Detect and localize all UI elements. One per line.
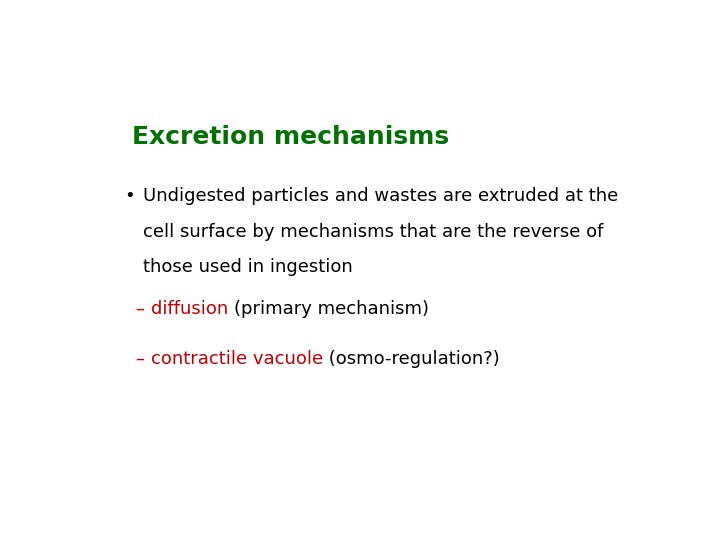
- Text: Excretion mechanisms: Excretion mechanisms: [132, 125, 449, 149]
- Text: –: –: [136, 300, 150, 318]
- Text: those used in ingestion: those used in ingestion: [143, 258, 353, 276]
- Text: –: –: [136, 349, 150, 368]
- Text: contractile vacuole: contractile vacuole: [150, 349, 323, 368]
- Text: Undigested particles and wastes are extruded at the: Undigested particles and wastes are extr…: [143, 187, 618, 205]
- Text: •: •: [125, 187, 135, 205]
- Text: cell surface by mechanisms that are the reverse of: cell surface by mechanisms that are the …: [143, 223, 603, 241]
- Text: diffusion: diffusion: [150, 300, 233, 318]
- Text: (primary mechanism): (primary mechanism): [233, 300, 428, 318]
- Text: (osmo-regulation?): (osmo-regulation?): [323, 349, 500, 368]
